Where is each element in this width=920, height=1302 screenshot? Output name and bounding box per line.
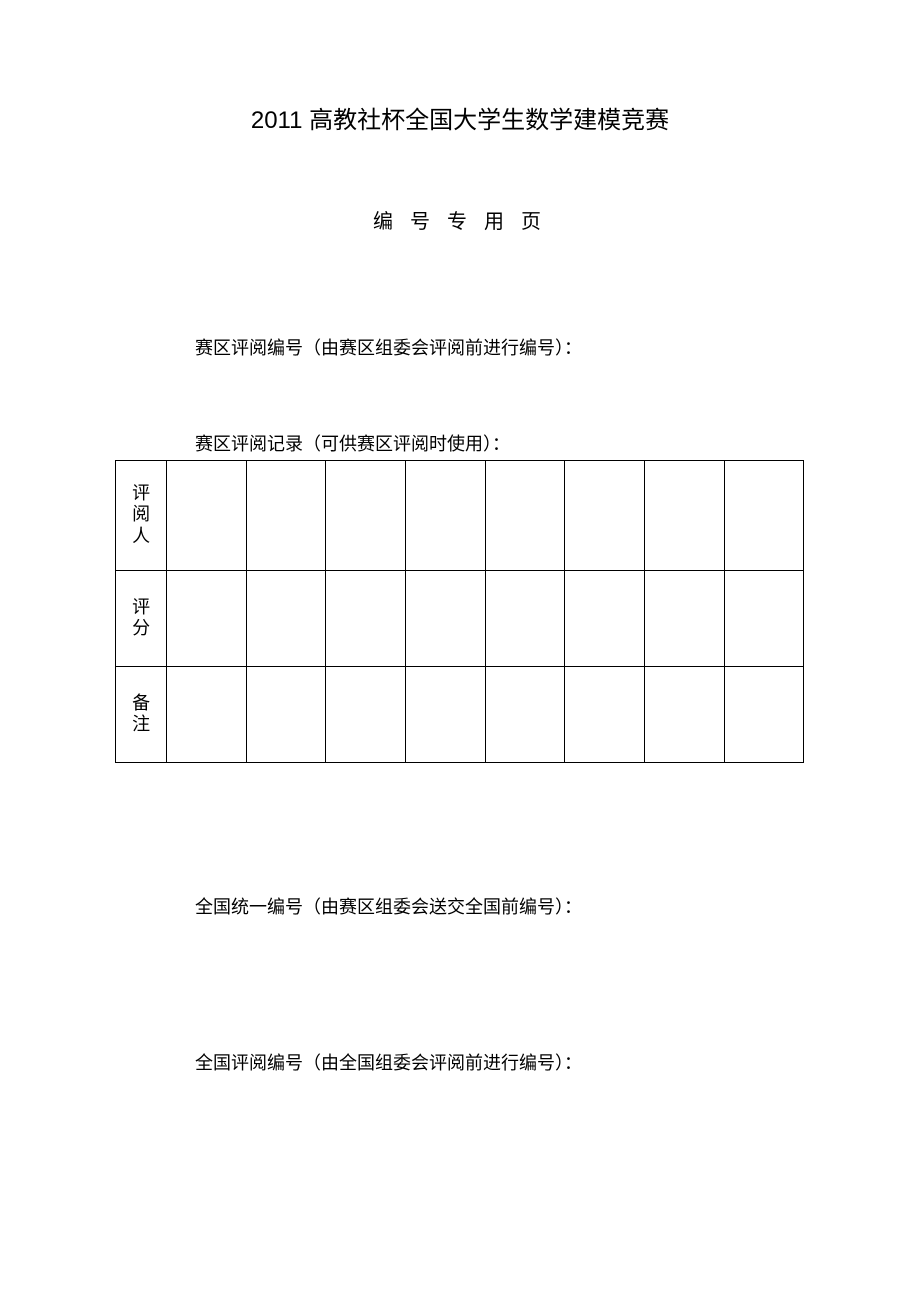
table-cell [565,667,645,763]
table-cell [724,571,804,667]
page-subtitle: 编 号 专 用 页 [95,205,825,234]
table-cell [166,461,246,571]
table-spacer-right [804,571,825,667]
table-cell [166,667,246,763]
table-cell [405,667,485,763]
table-cell [326,667,406,763]
table-cell [565,461,645,571]
review-record-table: 评阅人 评分 备注 [95,460,825,763]
table-cell [166,571,246,667]
table-cell [485,667,565,763]
table-cell [724,461,804,571]
table-row: 评阅人 [95,461,825,571]
table-cell [326,461,406,571]
field-national-review: 全国评阅编号（由全国组委会评阅前进行编号）： [95,1049,825,1075]
row-header-score: 评分 [116,571,166,667]
table-row: 评分 [95,571,825,667]
table-spacer-left [95,571,116,667]
table-cell [485,571,565,667]
page-title: 2011 高教社杯全国大学生数学建模竞赛 [95,100,825,135]
field-region-number: 赛区评阅编号（由赛区组委会评阅前进行编号）： [95,334,825,360]
row-header-remark: 备注 [116,667,166,763]
table-cell [645,667,725,763]
table-cell [246,667,326,763]
table-cell [405,571,485,667]
table-spacer-right [804,667,825,763]
field-national-unified: 全国统一编号（由赛区组委会送交全国前编号）： [95,893,825,919]
table-cell [405,461,485,571]
table-cell [326,571,406,667]
table-spacer-left [95,667,116,763]
table-spacer-left [95,461,116,571]
table-cell [645,571,725,667]
table-row: 备注 [95,667,825,763]
table-spacer-right [804,461,825,571]
table-cell [565,571,645,667]
table-cell [724,667,804,763]
row-header-reviewer: 评阅人 [116,461,166,571]
table-cell [246,461,326,571]
table-cell [485,461,565,571]
field-region-record: 赛区评阅记录（可供赛区评阅时使用）： [95,430,825,456]
table-cell [645,461,725,571]
table-cell [246,571,326,667]
